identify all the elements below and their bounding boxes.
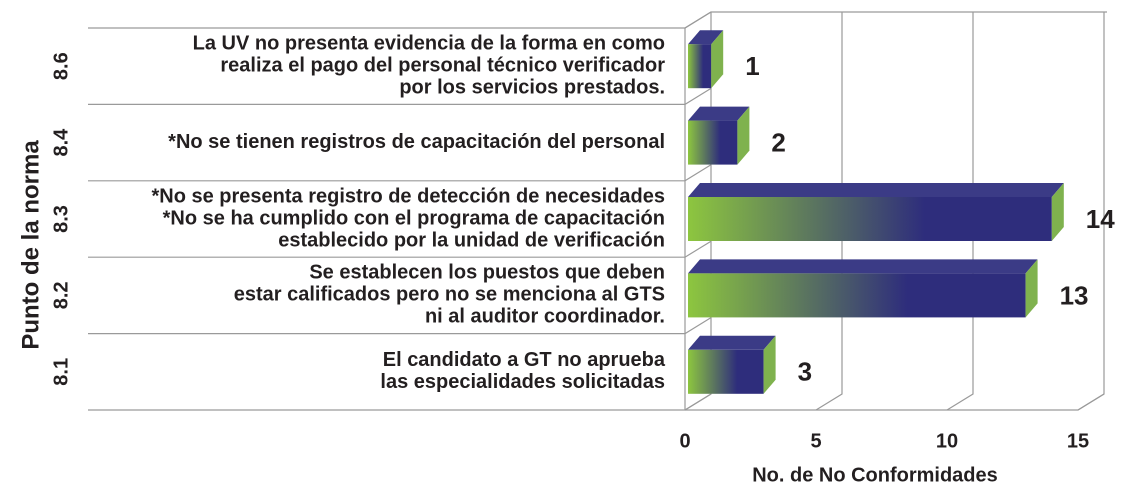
bar bbox=[688, 197, 1052, 241]
row-separator bbox=[88, 393, 712, 411]
value-label: 2 bbox=[771, 127, 785, 157]
value-label: 3 bbox=[798, 357, 812, 387]
row-separator bbox=[88, 317, 712, 335]
bar bbox=[688, 120, 738, 165]
description-line: *No se tienen registros de capacitación … bbox=[168, 131, 665, 153]
value-label: 14 bbox=[1086, 204, 1115, 234]
x-tick-label: 0 bbox=[679, 430, 690, 452]
description-line: realiza el pago del personal técnico ver… bbox=[220, 54, 665, 76]
category-label: 8.4 bbox=[50, 128, 72, 157]
bar bbox=[688, 44, 712, 89]
x-tick-label: 10 bbox=[936, 430, 958, 452]
bar bbox=[688, 349, 764, 394]
description-line: El candidato a GT no aprueba bbox=[383, 349, 666, 371]
category-label: 8.3 bbox=[50, 205, 72, 233]
bar-side bbox=[1051, 183, 1064, 241]
description-line: establecido por la unidad de verificació… bbox=[278, 229, 665, 251]
description-line: La UV no presenta evidencia de la forma … bbox=[193, 32, 665, 54]
bar-top bbox=[688, 335, 776, 350]
grid-line bbox=[815, 12, 843, 411]
bar-top bbox=[688, 106, 750, 121]
category-label: 8.2 bbox=[50, 281, 72, 309]
value-label: 1 bbox=[745, 51, 759, 81]
row-separator bbox=[88, 240, 712, 258]
grid-line bbox=[946, 12, 974, 411]
bar-top bbox=[688, 30, 724, 45]
bar-side bbox=[1025, 259, 1038, 318]
description-line: *No se presenta registro de detección de… bbox=[151, 185, 665, 207]
bar-top bbox=[688, 183, 1064, 197]
bar-side bbox=[763, 335, 776, 394]
row-separator bbox=[88, 164, 712, 182]
description-line: por los servicios prestados. bbox=[399, 76, 665, 98]
description-line: estar calificados pero no se menciona al… bbox=[234, 284, 665, 306]
value-label: 13 bbox=[1060, 280, 1089, 310]
row-separator bbox=[88, 11, 712, 29]
bar-side bbox=[737, 106, 750, 165]
x-axis-title: No. de No Conformidades bbox=[752, 464, 998, 486]
x-tick-label: 15 bbox=[1067, 430, 1089, 452]
bar bbox=[688, 273, 1026, 318]
description-line: Se establecen los puestos que deben bbox=[309, 262, 665, 284]
category-label: 8.6 bbox=[50, 52, 72, 80]
description-line: ni al auditor coordinador. bbox=[425, 306, 665, 328]
grid-line bbox=[1077, 12, 1105, 411]
category-label: 8.1 bbox=[50, 358, 72, 386]
bar-side bbox=[711, 30, 724, 89]
description-line: *No se ha cumplido con el programa de ca… bbox=[163, 207, 665, 229]
x-tick-label: 5 bbox=[810, 430, 821, 452]
description-line: las especialidades solicitadas bbox=[380, 371, 665, 393]
floor-edge bbox=[685, 393, 1105, 411]
row-separator bbox=[88, 87, 712, 105]
y-axis-title: Punto de la norma bbox=[17, 140, 44, 350]
bar-top bbox=[688, 259, 1038, 274]
